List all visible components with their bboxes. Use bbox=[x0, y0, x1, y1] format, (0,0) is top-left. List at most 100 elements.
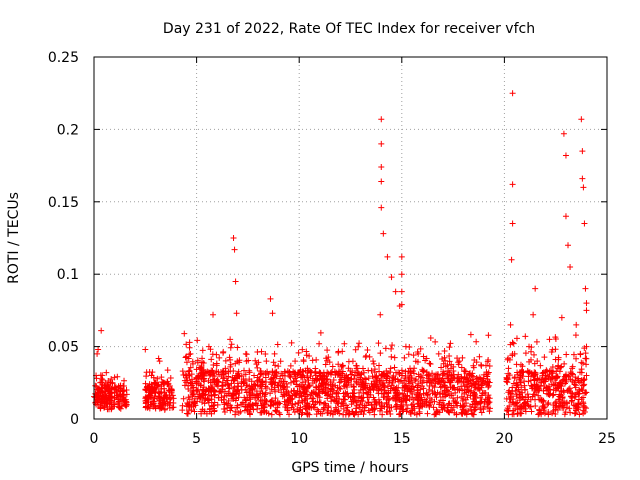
data-point bbox=[395, 378, 402, 385]
data-point bbox=[437, 384, 444, 391]
data-point bbox=[420, 390, 427, 397]
data-point bbox=[312, 399, 319, 406]
data-point bbox=[365, 407, 372, 414]
data-point bbox=[246, 367, 253, 374]
data-point bbox=[441, 348, 448, 355]
data-point bbox=[391, 364, 398, 371]
data-point bbox=[194, 337, 201, 344]
data-point bbox=[183, 341, 190, 348]
data-point bbox=[369, 406, 376, 413]
data-point bbox=[353, 378, 360, 385]
data-point bbox=[526, 403, 533, 410]
data-point bbox=[290, 387, 297, 394]
data-point bbox=[320, 405, 327, 412]
data-point bbox=[379, 373, 386, 380]
data-point-spike bbox=[214, 379, 221, 386]
data-point-spike bbox=[103, 369, 110, 376]
data-point bbox=[293, 391, 300, 398]
data-point bbox=[458, 409, 465, 416]
data-point bbox=[513, 335, 520, 342]
data-point bbox=[578, 359, 585, 366]
data-point-spike bbox=[532, 285, 539, 292]
data-point bbox=[442, 393, 449, 400]
data-point bbox=[413, 395, 420, 402]
data-point bbox=[353, 379, 360, 386]
data-point bbox=[429, 370, 436, 377]
data-point-spike bbox=[92, 394, 99, 401]
data-point bbox=[536, 385, 543, 392]
data-point bbox=[108, 406, 115, 413]
data-point bbox=[455, 359, 462, 366]
data-point-spike bbox=[476, 387, 483, 394]
data-point-spike bbox=[484, 394, 491, 401]
data-point bbox=[268, 379, 275, 386]
data-point bbox=[576, 411, 583, 418]
data-point bbox=[440, 378, 447, 385]
data-point bbox=[182, 371, 189, 378]
data-point bbox=[272, 407, 279, 414]
data-point bbox=[228, 341, 235, 348]
data-point bbox=[306, 352, 313, 359]
data-point-spike bbox=[468, 372, 475, 379]
data-point bbox=[207, 371, 214, 378]
data-point bbox=[373, 373, 380, 380]
data-point bbox=[211, 391, 218, 398]
data-point bbox=[513, 400, 520, 407]
data-point bbox=[355, 343, 362, 350]
data-point bbox=[456, 387, 463, 394]
data-point-spike bbox=[507, 321, 514, 328]
data-point bbox=[210, 361, 217, 368]
data-point-spike bbox=[121, 397, 128, 404]
data-point-spike bbox=[562, 152, 569, 159]
data-point bbox=[267, 376, 274, 383]
data-point-spike bbox=[329, 381, 336, 388]
data-point bbox=[554, 385, 561, 392]
data-point bbox=[458, 411, 465, 418]
data-point-spike bbox=[267, 295, 274, 302]
data-point bbox=[379, 381, 386, 388]
data-point bbox=[567, 409, 574, 416]
data-point bbox=[263, 379, 270, 386]
data-point-spike bbox=[517, 372, 524, 379]
data-point bbox=[284, 368, 291, 375]
data-point bbox=[448, 372, 455, 379]
data-point-spike bbox=[565, 242, 572, 249]
data-point-spike bbox=[583, 307, 590, 314]
data-point-spike bbox=[579, 175, 586, 182]
data-point bbox=[323, 355, 330, 362]
data-point bbox=[429, 390, 436, 397]
data-point bbox=[361, 402, 368, 409]
data-point-spike bbox=[113, 392, 120, 399]
data-point bbox=[146, 405, 153, 412]
data-point bbox=[545, 408, 552, 415]
data-point bbox=[234, 387, 241, 394]
data-point bbox=[384, 383, 391, 390]
data-point bbox=[235, 410, 242, 417]
data-point bbox=[299, 409, 306, 416]
data-point bbox=[215, 394, 222, 401]
data-point bbox=[352, 346, 359, 353]
data-point bbox=[458, 364, 465, 371]
data-point bbox=[392, 369, 399, 376]
x-tick-label: 5 bbox=[192, 431, 201, 447]
data-point bbox=[288, 404, 295, 411]
y-tick-label: 0.05 bbox=[48, 340, 79, 356]
data-point bbox=[579, 387, 586, 394]
data-point bbox=[155, 355, 162, 362]
data-point bbox=[99, 385, 106, 392]
data-point bbox=[445, 408, 452, 415]
data-point bbox=[510, 340, 517, 347]
data-point bbox=[406, 395, 413, 402]
data-point bbox=[339, 362, 346, 369]
data-point bbox=[156, 390, 163, 397]
data-point bbox=[335, 361, 342, 368]
data-point bbox=[531, 351, 538, 358]
data-point bbox=[431, 376, 438, 383]
data-point bbox=[485, 332, 492, 339]
data-point bbox=[254, 348, 261, 355]
data-point bbox=[477, 404, 484, 411]
data-point bbox=[405, 376, 412, 383]
data-point bbox=[411, 403, 418, 410]
data-point bbox=[522, 350, 529, 357]
data-point bbox=[328, 371, 335, 378]
